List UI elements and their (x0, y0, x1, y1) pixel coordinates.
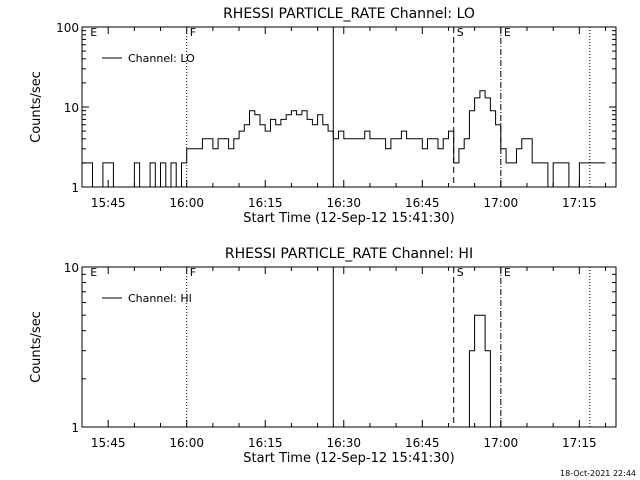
panel-channel-lo: RHESSI PARTICLE_RATE Channel: LO Counts/… (29, 6, 617, 226)
x-tick-label: 16:00 (169, 436, 204, 450)
legend-label: Channel: HI (128, 292, 192, 305)
marker-label: E (504, 26, 511, 39)
data-series-line (464, 314, 496, 428)
data-series-line (82, 90, 606, 188)
x-tick-label: 17:00 (484, 436, 519, 450)
y-axis-label: Counts/sec (29, 311, 44, 383)
x-tick-label: 16:00 (169, 196, 204, 210)
x-tick-labels: 15:45 16:00 16:15 16:30 16:45 17:00 17:1… (91, 436, 597, 450)
chart-title: RHESSI PARTICLE_RATE Channel: LO (223, 6, 475, 22)
y-tick-label: 1 (71, 421, 79, 435)
y-axis-label: Counts/sec (29, 71, 44, 143)
y-tick-label: 1 (71, 181, 79, 195)
marker-label: E (504, 266, 511, 279)
x-tick-label: 16:30 (326, 436, 361, 450)
marker-labels: E F S E (90, 26, 511, 39)
x-tick-label: 16:30 (326, 196, 361, 210)
marker-label: F (190, 266, 196, 279)
x-tick-label: 17:00 (484, 196, 519, 210)
y-tick-labels: 1 10 (64, 261, 79, 435)
x-tick-label: 17:15 (562, 196, 597, 210)
y-tick-label: 100 (56, 21, 79, 35)
timestamp: 18-Oct-2021 22:44 (560, 469, 636, 478)
marker-label: E (90, 26, 97, 39)
x-axis-label: Start Time (12-Sep-12 15:41:30) (243, 451, 454, 466)
y-tick-label: 10 (64, 101, 79, 115)
chart-title: RHESSI PARTICLE_RATE Channel: HI (225, 246, 473, 262)
marker-label: F (190, 26, 196, 39)
y-tick-label: 10 (64, 261, 79, 275)
x-axis-label: Start Time (12-Sep-12 15:41:30) (243, 211, 454, 226)
plot-frame (81, 266, 617, 428)
x-tick-label: 15:45 (91, 436, 126, 450)
marker-labels: E F S E (90, 266, 511, 279)
x-tick-label: 16:45 (405, 436, 440, 450)
x-tick-labels: 15:45 16:00 16:15 16:30 16:45 17:00 17:1… (91, 196, 597, 210)
legend-label: Channel: LO (128, 52, 195, 65)
x-tick-label: 16:45 (405, 196, 440, 210)
marker-label: S (457, 266, 464, 279)
y-tick-labels: 1 10 100 (56, 21, 79, 195)
x-tick-label: 16:15 (248, 436, 283, 450)
marker-label: S (457, 26, 464, 39)
panel-channel-hi: RHESSI PARTICLE_RATE Channel: HI Counts/… (29, 246, 617, 466)
x-tick-label: 16:15 (248, 196, 283, 210)
x-tick-label: 15:45 (91, 196, 126, 210)
marker-label: E (90, 266, 97, 279)
x-tick-label: 17:15 (562, 436, 597, 450)
